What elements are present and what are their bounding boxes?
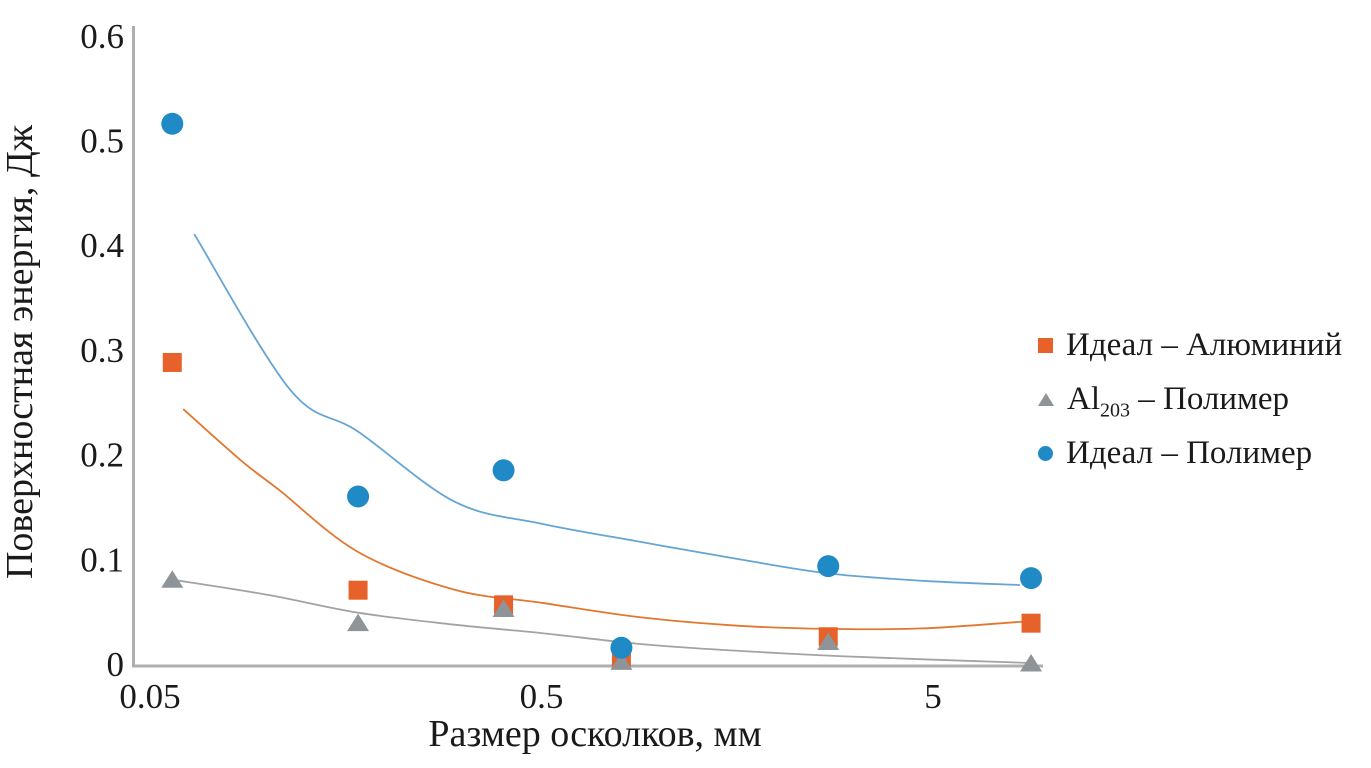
- legend-subscript: 203: [1100, 399, 1130, 422]
- y-tick-label: 0.4: [80, 226, 124, 265]
- trend-line-1: [171, 578, 1032, 664]
- trend-line-2: [193, 233, 1021, 586]
- data-point-triangle: [817, 632, 840, 651]
- legend-text: Al: [1067, 380, 1100, 417]
- x-tick-label: 0.05: [119, 677, 180, 716]
- y-tick-label: 0.6: [80, 17, 124, 56]
- legend-text: Идеал – Полимер: [1066, 434, 1313, 471]
- legend-text: – Полимер: [1130, 380, 1290, 417]
- y-axis-title: Поверхностная энергия, Дж: [0, 124, 41, 579]
- y-tick-label: 0.2: [80, 436, 124, 475]
- data-point-triangle: [492, 599, 515, 618]
- data-point-circle: [817, 555, 840, 578]
- data-point-square: [348, 580, 368, 600]
- x-tick-label: 5: [924, 677, 942, 716]
- trend-lines: [171, 233, 1032, 664]
- y-tick-label: 0.5: [80, 122, 124, 161]
- data-point-circle: [347, 485, 370, 508]
- trend-line-0: [182, 408, 1025, 631]
- data-point-circle: [610, 636, 633, 659]
- legend-label: Идеал – Алюминий: [1066, 326, 1343, 363]
- y-tick-label: 0.1: [80, 540, 124, 579]
- data-point-triangle: [161, 570, 184, 588]
- axes: [132, 26, 1043, 668]
- data-point-circle: [161, 112, 184, 135]
- data-point-square: [162, 352, 182, 372]
- circle-marker-icon: [1038, 445, 1053, 461]
- legend-text: Идеал – Алюминий: [1066, 326, 1343, 363]
- y-tick-label: 0: [107, 645, 125, 684]
- square-marker-icon: [1038, 337, 1053, 353]
- tick-labels: 0 0.1 0.2 0.3 0.4 0.5 0.6 0.05 0.5 5: [80, 17, 942, 716]
- triangle-marker-icon: [1038, 392, 1054, 406]
- data-point-triangle: [1020, 653, 1043, 672]
- data-point-triangle: [610, 652, 633, 670]
- data-point-square: [1021, 613, 1041, 633]
- x-axis-title: Размер осколков, мм: [428, 713, 761, 755]
- data-point-triangle: [347, 613, 370, 632]
- y-tick-label: 0.3: [80, 331, 124, 370]
- legend-item-ideal-aluminium: Идеал – Алюминий: [1038, 327, 1342, 363]
- legend-label: Идеал – Полимер: [1066, 434, 1313, 471]
- legend-label: Al203 – Полимер: [1067, 380, 1290, 420]
- data-point-circle: [492, 459, 515, 482]
- data-point-circle: [1020, 567, 1043, 590]
- legend-item-al203-polymer: Al203 – Полимер: [1038, 380, 1342, 420]
- x-tick-label: 0.5: [520, 677, 564, 716]
- legend-item-ideal-polymer: Идеал – Полимер: [1038, 435, 1342, 471]
- data-points: [161, 112, 1043, 672]
- chart-legend: Идеал – Алюминий Al203 – Полимер Идеал –…: [1038, 327, 1342, 471]
